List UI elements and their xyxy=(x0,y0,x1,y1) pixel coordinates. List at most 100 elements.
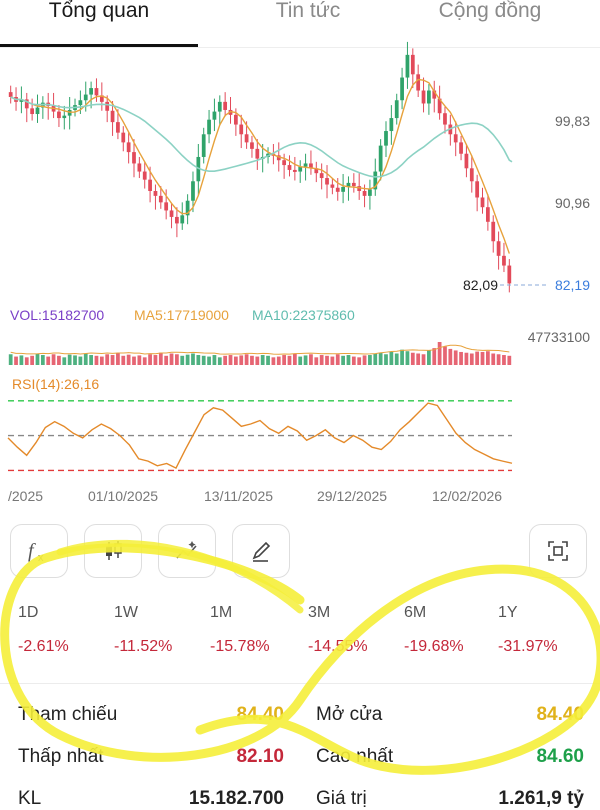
volume-bar xyxy=(314,357,319,365)
volume-bar xyxy=(51,354,56,365)
candle-body xyxy=(35,107,40,115)
candle-body xyxy=(158,195,163,203)
rsi-levels xyxy=(8,400,512,472)
candle-body xyxy=(212,111,217,120)
candle-body xyxy=(287,165,292,170)
date-tick-label: 13/11/2025 xyxy=(204,488,273,504)
candle-body xyxy=(335,187,340,192)
volume-bar xyxy=(496,354,501,365)
period-3m[interactable]: 3M xyxy=(308,604,331,621)
tab-news[interactable]: Tin tức xyxy=(275,0,341,22)
date-tick-label: 01/10/2025 xyxy=(88,488,158,504)
candlestick-button[interactable] xyxy=(84,524,142,578)
candle-body xyxy=(292,169,297,172)
volume-bar xyxy=(271,357,276,365)
candle-body xyxy=(169,210,174,217)
candle-body xyxy=(319,173,324,179)
volume-bar xyxy=(410,352,415,365)
candle-body xyxy=(309,163,313,169)
candle-body xyxy=(432,90,437,99)
last-low-label: 82,09 xyxy=(463,277,498,293)
candle-body xyxy=(244,134,249,143)
turnover-label: Giá trị xyxy=(316,788,367,809)
period-6m[interactable]: 6M xyxy=(404,604,427,621)
volume-ma5-label: MA5:17719000 xyxy=(134,307,229,323)
draw-tool-button[interactable] xyxy=(232,524,290,578)
high-value: 84.60 xyxy=(536,746,584,767)
function-button[interactable]: f x xyxy=(10,524,68,578)
candle-body xyxy=(437,98,442,114)
candle-body xyxy=(410,54,415,75)
stock-chart[interactable]: 99,83 90,96 82,09 82,19 VOL:15182700 MA5… xyxy=(0,0,600,510)
volume-bar xyxy=(228,355,233,365)
current-price-label: 82,19 xyxy=(555,277,590,293)
period-1m[interactable]: 1M xyxy=(210,604,233,621)
volume-bar xyxy=(389,351,394,365)
price-tick-label: 90,96 xyxy=(555,195,590,211)
candle-body xyxy=(298,166,303,172)
volume-bar xyxy=(400,349,404,365)
candle-body xyxy=(373,171,378,190)
change-6m: -19.68% xyxy=(404,638,464,655)
candle-body xyxy=(30,108,35,115)
period-1w[interactable]: 1W xyxy=(114,604,138,621)
volume-bar xyxy=(30,355,35,365)
period-1y[interactable]: 1Y xyxy=(498,604,518,621)
volume-bar xyxy=(233,356,238,365)
candle-body xyxy=(378,145,383,172)
volume-bar xyxy=(8,354,13,365)
volume-bar xyxy=(223,355,228,365)
fullscreen-scan-icon xyxy=(548,541,568,561)
tab-overview[interactable]: Tổng quan xyxy=(48,0,150,22)
period-1d[interactable]: 1D xyxy=(18,604,39,621)
candle-body xyxy=(142,171,147,180)
open-value: 84.40 xyxy=(536,704,584,725)
candle-body xyxy=(89,88,93,95)
magic-indicator-icon xyxy=(176,541,197,559)
volume-bar xyxy=(175,354,179,365)
tab-community[interactable]: Cộng đồng xyxy=(438,0,542,22)
candlestick-icon xyxy=(106,541,122,560)
candle-body xyxy=(126,142,131,153)
function-icon: f x xyxy=(28,540,44,564)
candle-body xyxy=(502,255,506,266)
candle-body xyxy=(475,181,480,198)
volume-bar xyxy=(180,355,185,365)
volume-bar xyxy=(185,354,190,365)
indicator-magic-button[interactable] xyxy=(158,524,216,578)
volume-bar xyxy=(421,354,426,365)
volume-bar xyxy=(212,355,217,365)
fullscreen-button[interactable] xyxy=(529,524,587,578)
volume-bar xyxy=(276,356,281,365)
volume-bar xyxy=(335,354,340,365)
volume-bar xyxy=(266,355,270,365)
volume-ma-line xyxy=(10,344,510,355)
candle-body xyxy=(453,134,458,143)
volume-bar xyxy=(325,355,329,365)
candle-body xyxy=(276,155,281,161)
candle-body xyxy=(346,182,351,187)
candle-body xyxy=(164,202,169,211)
candle-body xyxy=(24,99,29,109)
volume-bar xyxy=(121,355,126,365)
turnover-value: 1.261,9 tỷ xyxy=(498,788,584,809)
volume-bar xyxy=(341,355,345,365)
candle-body xyxy=(94,88,99,96)
candle-body xyxy=(362,191,367,196)
volume-bar xyxy=(373,353,378,365)
reference-value: 84.40 xyxy=(236,704,284,725)
volume-bar xyxy=(99,356,104,365)
candle-body xyxy=(416,74,421,91)
volume-bar xyxy=(491,353,496,365)
svg-text:f: f xyxy=(28,540,36,562)
volume-bar xyxy=(142,357,147,365)
candle-body xyxy=(443,113,447,125)
candle-body xyxy=(201,134,206,157)
volume-max-label: 47733100 xyxy=(528,329,591,345)
candle-body xyxy=(180,215,185,224)
volume-bar xyxy=(507,355,512,365)
candle-body xyxy=(357,186,362,191)
date-tick-label: 29/12/2025 xyxy=(317,488,387,504)
volume-bar xyxy=(502,355,506,365)
volume-bar xyxy=(443,346,447,365)
